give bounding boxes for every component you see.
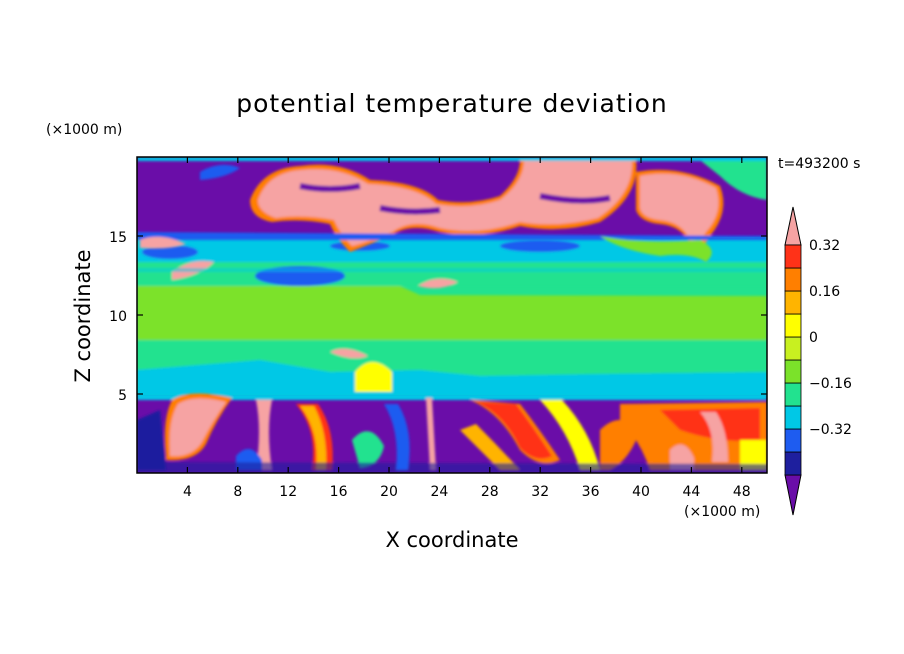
- x-tick-label: 12: [279, 484, 297, 500]
- y-unit-label: (×1000 m): [46, 122, 122, 138]
- y-tick-label: 10: [109, 309, 127, 325]
- x-tick-label: 20: [380, 484, 398, 500]
- colorbar-tick-label: 0.32: [809, 238, 840, 254]
- colorbar-segment: [784, 313, 802, 338]
- colorbar-ticks: 0.32 0.16 0 −0.16 −0.32: [809, 238, 852, 438]
- x-tick-label: 16: [330, 484, 348, 500]
- colorbar-segment: [784, 244, 802, 269]
- colorbar-tick-label: 0.16: [809, 284, 840, 300]
- x-tick-label: 32: [531, 484, 549, 500]
- colorbar-segment: [784, 336, 802, 361]
- colorbar-max-triangle: [784, 206, 802, 246]
- colorbar-segment: [784, 405, 802, 430]
- x-axis-ticks: 4 8 12 16 20 24 28 32 36 40 44 48: [183, 157, 751, 500]
- y-axis-label: Z coordinate: [71, 249, 95, 382]
- x-tick-label: 36: [582, 484, 600, 500]
- colorbar-tick-label: 0: [809, 330, 818, 346]
- colorbar-segment: [784, 359, 802, 384]
- colorbar-tick-label: −0.32: [809, 422, 852, 438]
- colorbar-segment: [784, 451, 802, 476]
- colorbar-segment: [784, 267, 802, 292]
- colorbar-segment: [784, 290, 802, 315]
- y-axis-ticks: 5 10 15: [109, 230, 767, 404]
- y-tick-label: 5: [118, 388, 127, 404]
- time-label: t=493200 s: [778, 156, 860, 172]
- x-tick-label: 28: [481, 484, 499, 500]
- contour-field: [137, 157, 767, 473]
- x-tick-label: 40: [632, 484, 650, 500]
- colorbar: [784, 206, 802, 516]
- x-axis-label: X coordinate: [385, 528, 518, 552]
- colorbar-segment: [784, 428, 802, 453]
- colorbar-segment: [784, 382, 802, 407]
- x-tick-label: 8: [233, 484, 242, 500]
- x-tick-label: 4: [183, 484, 192, 500]
- x-tick-label: 48: [733, 484, 751, 500]
- chart-title: potential temperature deviation: [236, 89, 667, 118]
- colorbar-min-triangle: [784, 474, 802, 516]
- x-tick-label: 44: [682, 484, 700, 500]
- x-unit-label: (×1000 m): [684, 504, 760, 520]
- colorbar-tick-label: −0.16: [809, 376, 852, 392]
- y-tick-label: 15: [109, 230, 127, 246]
- x-tick-label: 24: [430, 484, 448, 500]
